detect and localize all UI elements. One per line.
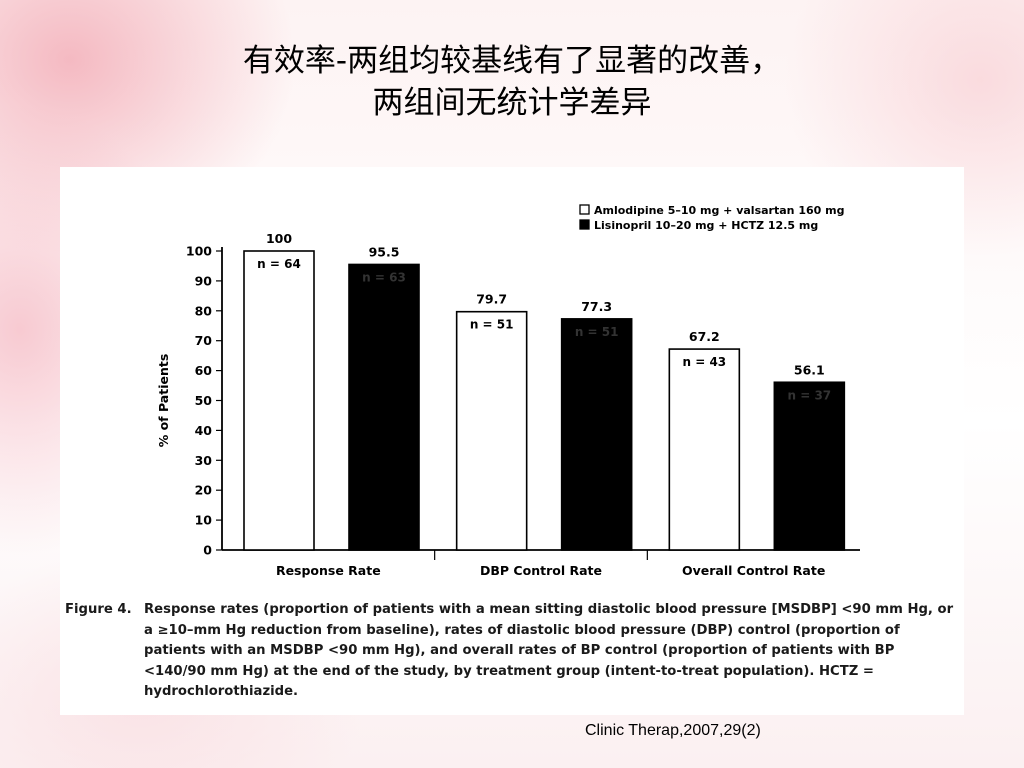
y-tick-label: 100 bbox=[186, 244, 212, 259]
x-category-label: Response Rate bbox=[276, 563, 381, 578]
slide-title: 有效率-两组均较基线有了显著的改善， 两组间无统计学差异 bbox=[0, 40, 1024, 124]
figure-caption-text: Response rates (proportion of patients w… bbox=[144, 602, 954, 699]
y-tick-label: 60 bbox=[195, 363, 213, 378]
y-tick-label: 0 bbox=[203, 543, 212, 558]
bar bbox=[243, 250, 315, 551]
y-tick-label: 80 bbox=[195, 303, 213, 318]
bar-n-label: n = 63 bbox=[362, 270, 406, 284]
bar-n-label: n = 37 bbox=[788, 388, 832, 402]
bar-chart: 0 10 20 30 40 50 60 70 80 90 100 % of Patients Respo… bbox=[156, 204, 860, 578]
legend-label: Lisinopril 10–20 mg + HCTZ 12.5 mg bbox=[594, 219, 818, 232]
bar-value-label: 67.2 bbox=[689, 329, 720, 344]
bar bbox=[668, 348, 741, 551]
bar-value-label: 95.5 bbox=[369, 244, 400, 259]
x-category-label: DBP Control Rate bbox=[480, 563, 602, 578]
y-tick-label: 40 bbox=[195, 423, 213, 438]
y-axis-label: % of Patients bbox=[156, 354, 171, 448]
y-tick-label: 10 bbox=[195, 513, 213, 528]
y-tick-label: 90 bbox=[195, 273, 213, 288]
bar-n-label: n = 64 bbox=[257, 257, 301, 271]
bar bbox=[455, 310, 528, 551]
slide-title-line-1: 有效率-两组均较基线有了显著的改善， bbox=[242, 43, 782, 79]
y-tick-label: 20 bbox=[195, 483, 213, 498]
bar bbox=[348, 263, 420, 551]
legend-swatch bbox=[579, 219, 590, 230]
bar-n-label: n = 51 bbox=[470, 318, 514, 332]
x-category-label: Overall Control Rate bbox=[682, 563, 825, 578]
figure-panel: 0 10 20 30 40 50 60 70 80 90 100 % of Patients Respo… bbox=[60, 167, 964, 715]
figure-caption-label: Figure 4. bbox=[65, 602, 132, 617]
y-tick-label: 30 bbox=[195, 453, 213, 468]
bar-value-label: 79.7 bbox=[476, 292, 507, 307]
bar bbox=[560, 318, 633, 551]
figure-caption: Figure 4. Response rates (proportion of … bbox=[65, 600, 955, 703]
bar-value-label: 100 bbox=[266, 231, 292, 246]
y-tick-label: 50 bbox=[195, 393, 213, 408]
bar-value-label: 56.1 bbox=[794, 362, 825, 377]
legend-label: Amlodipine 5–10 mg + valsartan 160 mg bbox=[594, 204, 844, 217]
bar-n-label: n = 43 bbox=[683, 355, 727, 369]
y-tick-label: 70 bbox=[195, 333, 213, 348]
legend-swatch bbox=[579, 204, 590, 215]
bar-value-label: 77.3 bbox=[581, 299, 612, 314]
slide-title-line-2: 两组间无统计学差异 bbox=[372, 85, 652, 121]
citation: Clinic Therap,2007,29(2) bbox=[585, 722, 761, 739]
bar bbox=[773, 381, 846, 551]
bar-n-label: n = 51 bbox=[575, 325, 619, 339]
